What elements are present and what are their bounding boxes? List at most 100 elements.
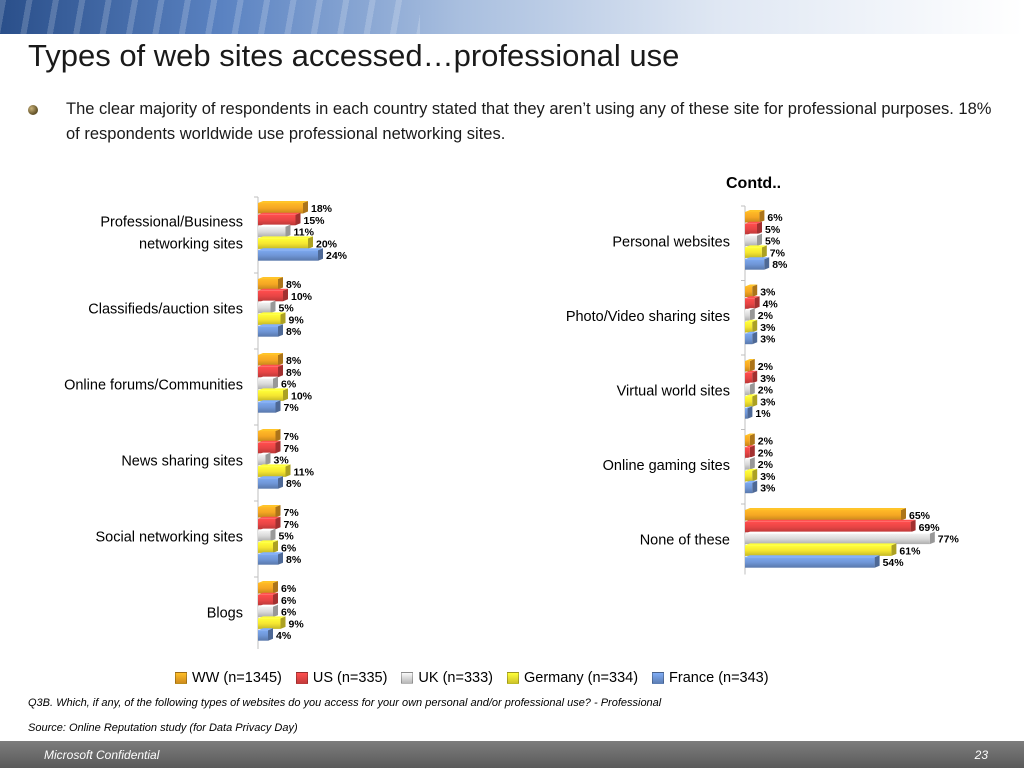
bar-side (280, 616, 286, 629)
bar-top (258, 212, 301, 215)
bar-top (258, 300, 276, 303)
bar (258, 226, 286, 238)
bar-top (258, 592, 278, 595)
bar (745, 545, 892, 556)
bar (258, 390, 283, 401)
bar-side (273, 376, 278, 390)
data-label: 6% (281, 379, 297, 391)
data-label: 8% (286, 279, 302, 291)
bar-side (901, 508, 906, 521)
bar (745, 286, 753, 297)
bar (745, 435, 750, 446)
data-label: 6% (281, 595, 297, 607)
bar (745, 459, 750, 470)
bar-side (283, 388, 288, 401)
bar-top (745, 531, 935, 534)
bar-top (258, 288, 288, 291)
bar-top (745, 257, 770, 260)
data-label: 2% (758, 361, 774, 373)
bar-side (273, 540, 278, 553)
data-label: 8% (772, 259, 788, 271)
legend-swatch (401, 672, 414, 684)
legend-item: WW (n=1345) (175, 670, 282, 686)
data-label: 10% (291, 390, 313, 402)
bar-top (258, 628, 273, 631)
bar-top (745, 233, 762, 236)
bar-top (258, 429, 281, 431)
bar-top (745, 319, 758, 322)
bar-top (745, 406, 753, 409)
data-label: 8% (286, 355, 302, 367)
bar-top (258, 224, 291, 227)
bar (745, 298, 755, 309)
bar-side (761, 245, 767, 258)
bar-top (745, 543, 897, 546)
legend-swatch (652, 672, 665, 684)
footer-bar: Microsoft Confidential 23 (0, 741, 1024, 768)
bar (258, 454, 266, 466)
bar (745, 521, 911, 533)
bar-side (275, 400, 281, 413)
bar-side (278, 364, 283, 378)
bar-top (745, 433, 755, 436)
data-label: 2% (758, 310, 774, 322)
bar-top (745, 468, 758, 471)
bar-top (258, 452, 271, 455)
bar-side (278, 476, 283, 489)
bar (258, 594, 273, 606)
data-label: 8% (286, 326, 302, 338)
data-label: 11% (294, 466, 315, 478)
bar-side (265, 452, 271, 466)
bar (258, 279, 278, 290)
bar-side (754, 296, 760, 309)
legend-item: France (n=343) (652, 670, 769, 686)
data-label: 3% (760, 471, 776, 483)
bar-side (275, 505, 281, 518)
bar-top (745, 457, 755, 460)
bar-side (295, 212, 301, 226)
data-label: 61% (899, 545, 921, 557)
bar (745, 321, 753, 333)
bar-top (258, 277, 283, 279)
bar (258, 630, 268, 641)
bar (745, 533, 930, 545)
legend-label: Germany (n=334) (523, 670, 639, 686)
source-note: Source: Online Reputation study (for Dat… (28, 722, 298, 734)
bar-side (752, 370, 758, 384)
bar-side (929, 531, 935, 545)
bar-side (275, 440, 281, 454)
question-note: Q3B. Which, if any, of the following typ… (28, 697, 662, 709)
bar (745, 510, 901, 521)
bar-side (318, 248, 323, 261)
bar-side (891, 543, 897, 556)
top-banner (0, 0, 1024, 34)
data-label: 6% (281, 542, 297, 554)
category-label: Virtual world sites (617, 384, 730, 400)
bar (745, 259, 765, 270)
bar (258, 618, 281, 629)
category-label: Social networking sites (96, 530, 244, 546)
bar (258, 366, 278, 378)
bar-top (258, 505, 281, 507)
category-label: Photo/Video sharing sites (566, 309, 730, 325)
bar (745, 557, 875, 568)
bar (745, 333, 753, 345)
bar (258, 355, 278, 366)
data-label: 6% (281, 607, 297, 619)
bar (745, 408, 748, 419)
bar-side (308, 236, 313, 249)
category-label: Online gaming sites (603, 458, 730, 474)
bullet-text: The clear majority of respondents in eac… (66, 100, 992, 143)
legend-label: US (n=335) (312, 670, 388, 686)
bar-side (280, 312, 286, 325)
bar-top (258, 248, 323, 251)
bar (258, 214, 296, 226)
bar (258, 314, 281, 325)
data-label: 2% (758, 459, 774, 471)
data-label: 10% (291, 291, 313, 303)
bar-side (910, 519, 916, 533)
bar (745, 223, 757, 235)
data-label: 24% (326, 250, 348, 262)
bar (258, 378, 273, 390)
data-label: 3% (760, 322, 776, 334)
